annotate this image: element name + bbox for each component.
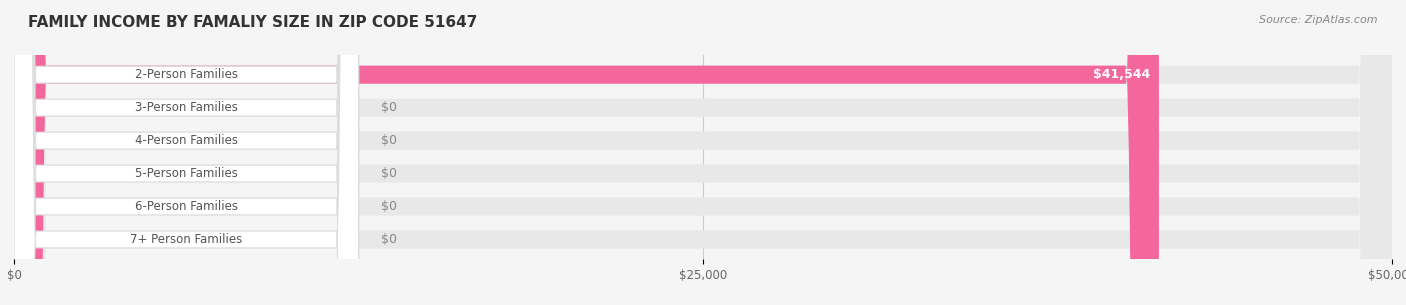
- FancyBboxPatch shape: [14, 0, 1392, 305]
- FancyBboxPatch shape: [14, 0, 1392, 305]
- FancyBboxPatch shape: [14, 0, 359, 305]
- Text: 5-Person Families: 5-Person Families: [135, 167, 238, 180]
- Text: $0: $0: [381, 200, 396, 213]
- Text: $0: $0: [381, 101, 396, 114]
- Text: 2-Person Families: 2-Person Families: [135, 68, 238, 81]
- Text: 7+ Person Families: 7+ Person Families: [131, 233, 242, 246]
- Text: 6-Person Families: 6-Person Families: [135, 200, 238, 213]
- Text: Source: ZipAtlas.com: Source: ZipAtlas.com: [1260, 15, 1378, 25]
- FancyBboxPatch shape: [14, 0, 359, 305]
- Text: $41,544: $41,544: [1094, 68, 1150, 81]
- FancyBboxPatch shape: [14, 0, 1392, 305]
- FancyBboxPatch shape: [14, 0, 1392, 305]
- Text: $0: $0: [381, 134, 396, 147]
- FancyBboxPatch shape: [14, 0, 1159, 305]
- Text: $0: $0: [381, 233, 396, 246]
- FancyBboxPatch shape: [14, 0, 1392, 305]
- Text: FAMILY INCOME BY FAMALIY SIZE IN ZIP CODE 51647: FAMILY INCOME BY FAMALIY SIZE IN ZIP COD…: [28, 15, 478, 30]
- FancyBboxPatch shape: [14, 0, 359, 305]
- Text: $0: $0: [381, 167, 396, 180]
- FancyBboxPatch shape: [14, 0, 359, 305]
- Text: 4-Person Families: 4-Person Families: [135, 134, 238, 147]
- Text: 3-Person Families: 3-Person Families: [135, 101, 238, 114]
- FancyBboxPatch shape: [14, 0, 359, 305]
- FancyBboxPatch shape: [14, 0, 359, 305]
- FancyBboxPatch shape: [14, 0, 1392, 305]
